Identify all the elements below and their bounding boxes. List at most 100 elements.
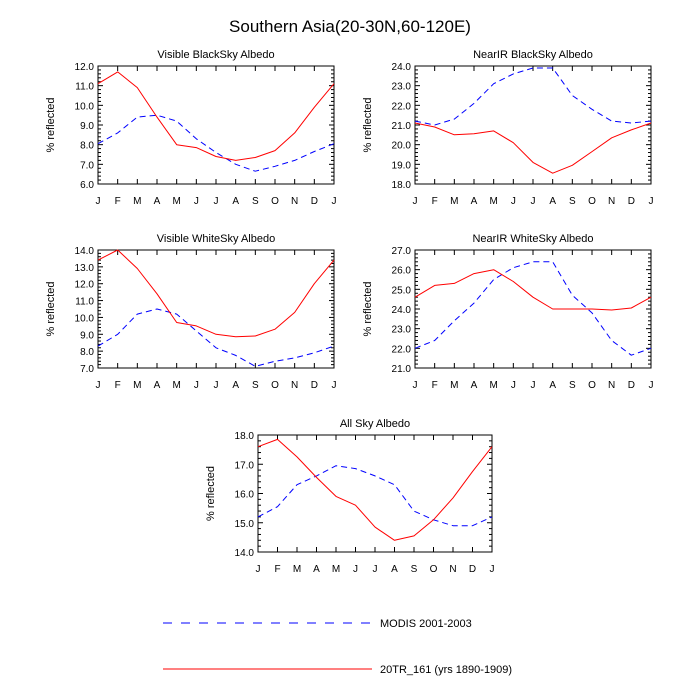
- x-tick-label: F: [115, 196, 121, 207]
- y-tick-label: 11.0: [75, 82, 94, 93]
- y-axis-label: % reflected: [362, 97, 374, 152]
- x-tick-label: M: [489, 196, 497, 207]
- x-tick-label: M: [450, 380, 458, 391]
- x-tick-label: D: [311, 380, 318, 391]
- x-tick-label: N: [291, 380, 298, 391]
- series-line-model: [414, 269, 652, 311]
- x-tick-label: J: [214, 196, 219, 207]
- x-tick-label: A: [471, 380, 478, 391]
- plot-frame: [97, 65, 335, 185]
- x-tick-label: J: [413, 380, 418, 391]
- y-tick-label: 10.0: [75, 313, 95, 324]
- x-tick-label: S: [252, 196, 259, 207]
- x-tick-label: F: [432, 380, 438, 391]
- y-tick-label: 23.0: [392, 82, 412, 93]
- panel-title: All Sky Albedo: [340, 418, 410, 430]
- y-tick-label: 9.0: [80, 121, 94, 132]
- x-tick-label: M: [172, 380, 180, 391]
- x-tick-label: N: [608, 196, 615, 207]
- x-tick-label: O: [430, 564, 438, 575]
- plot-frame: [257, 434, 493, 553]
- x-tick-label: D: [628, 380, 635, 391]
- x-tick-label: S: [569, 380, 576, 391]
- x-tick-label: A: [549, 380, 556, 391]
- x-tick-label: M: [133, 380, 141, 391]
- y-tick-label: 11.0: [75, 297, 94, 308]
- y-tick-label: 7.0: [80, 364, 94, 375]
- y-tick-label: 12.0: [75, 280, 95, 291]
- x-tick-label: J: [96, 380, 101, 391]
- plot-frame: [414, 65, 652, 185]
- x-tick-label: J: [531, 380, 536, 391]
- x-tick-label: A: [391, 564, 398, 575]
- x-tick-label: J: [649, 380, 654, 391]
- x-tick-label: D: [311, 196, 318, 207]
- x-tick-label: A: [232, 196, 239, 207]
- series-line-model: [257, 438, 493, 541]
- x-tick-label: M: [450, 196, 458, 207]
- x-tick-label: M: [489, 380, 497, 391]
- x-tick-label: J: [194, 196, 199, 207]
- x-tick-label: M: [293, 564, 301, 575]
- x-tick-label: O: [588, 196, 596, 207]
- y-tick-label: 6.0: [80, 180, 94, 191]
- y-tick-label: 8.0: [80, 347, 94, 358]
- y-tick-label: 25.0: [392, 285, 412, 296]
- series-line-modis: [414, 261, 652, 356]
- y-tick-label: 8.0: [80, 141, 94, 152]
- legend: MODIS 2001-2003 20TR_161 (yrs 1890-1909): [163, 618, 512, 676]
- y-tick-label: 26.0: [392, 266, 412, 277]
- y-tick-label: 10.0: [75, 101, 95, 112]
- x-tick-label: J: [96, 196, 101, 207]
- y-tick-label: 20.0: [392, 141, 412, 152]
- series-line-modis: [257, 465, 493, 527]
- x-tick-label: S: [252, 380, 259, 391]
- series-line-modis: [414, 67, 652, 126]
- x-tick-label: N: [608, 380, 615, 391]
- x-tick-label: S: [569, 196, 576, 207]
- y-axis-label: % reflected: [45, 281, 57, 336]
- x-tick-label: M: [133, 196, 141, 207]
- x-tick-label: M: [332, 564, 340, 575]
- series-line-model: [97, 249, 335, 338]
- x-tick-label: J: [332, 380, 337, 391]
- y-tick-label: 24.0: [392, 305, 412, 316]
- y-tick-label: 23.0: [392, 325, 412, 336]
- series-line-model: [97, 71, 335, 161]
- x-tick-label: A: [549, 196, 556, 207]
- x-tick-label: J: [649, 196, 654, 207]
- x-tick-label: J: [353, 564, 358, 575]
- x-tick-label: J: [194, 380, 199, 391]
- x-tick-label: O: [588, 380, 596, 391]
- x-tick-label: J: [373, 564, 378, 575]
- y-tick-label: 17.0: [235, 460, 255, 471]
- x-tick-label: J: [214, 380, 219, 391]
- x-tick-label: A: [471, 196, 478, 207]
- plot-frame: [97, 249, 335, 369]
- y-tick-label: 16.0: [235, 490, 255, 501]
- x-tick-label: J: [511, 196, 516, 207]
- x-tick-label: A: [313, 564, 320, 575]
- x-tick-label: J: [531, 196, 536, 207]
- y-tick-label: 14.0: [75, 246, 95, 257]
- x-tick-label: N: [291, 196, 298, 207]
- y-tick-label: 12.0: [75, 62, 95, 73]
- x-tick-label: F: [115, 380, 121, 391]
- y-axis-label: % reflected: [362, 281, 374, 336]
- x-tick-label: D: [469, 564, 476, 575]
- x-tick-label: F: [432, 196, 438, 207]
- x-tick-label: O: [271, 196, 279, 207]
- y-tick-label: 15.0: [235, 519, 255, 530]
- x-tick-label: J: [490, 564, 495, 575]
- x-tick-label: J: [413, 196, 418, 207]
- y-tick-label: 24.0: [392, 62, 412, 73]
- plot-frame: [414, 249, 652, 369]
- legend-label-model: 20TR_161 (yrs 1890-1909): [380, 664, 512, 676]
- x-tick-label: M: [172, 196, 180, 207]
